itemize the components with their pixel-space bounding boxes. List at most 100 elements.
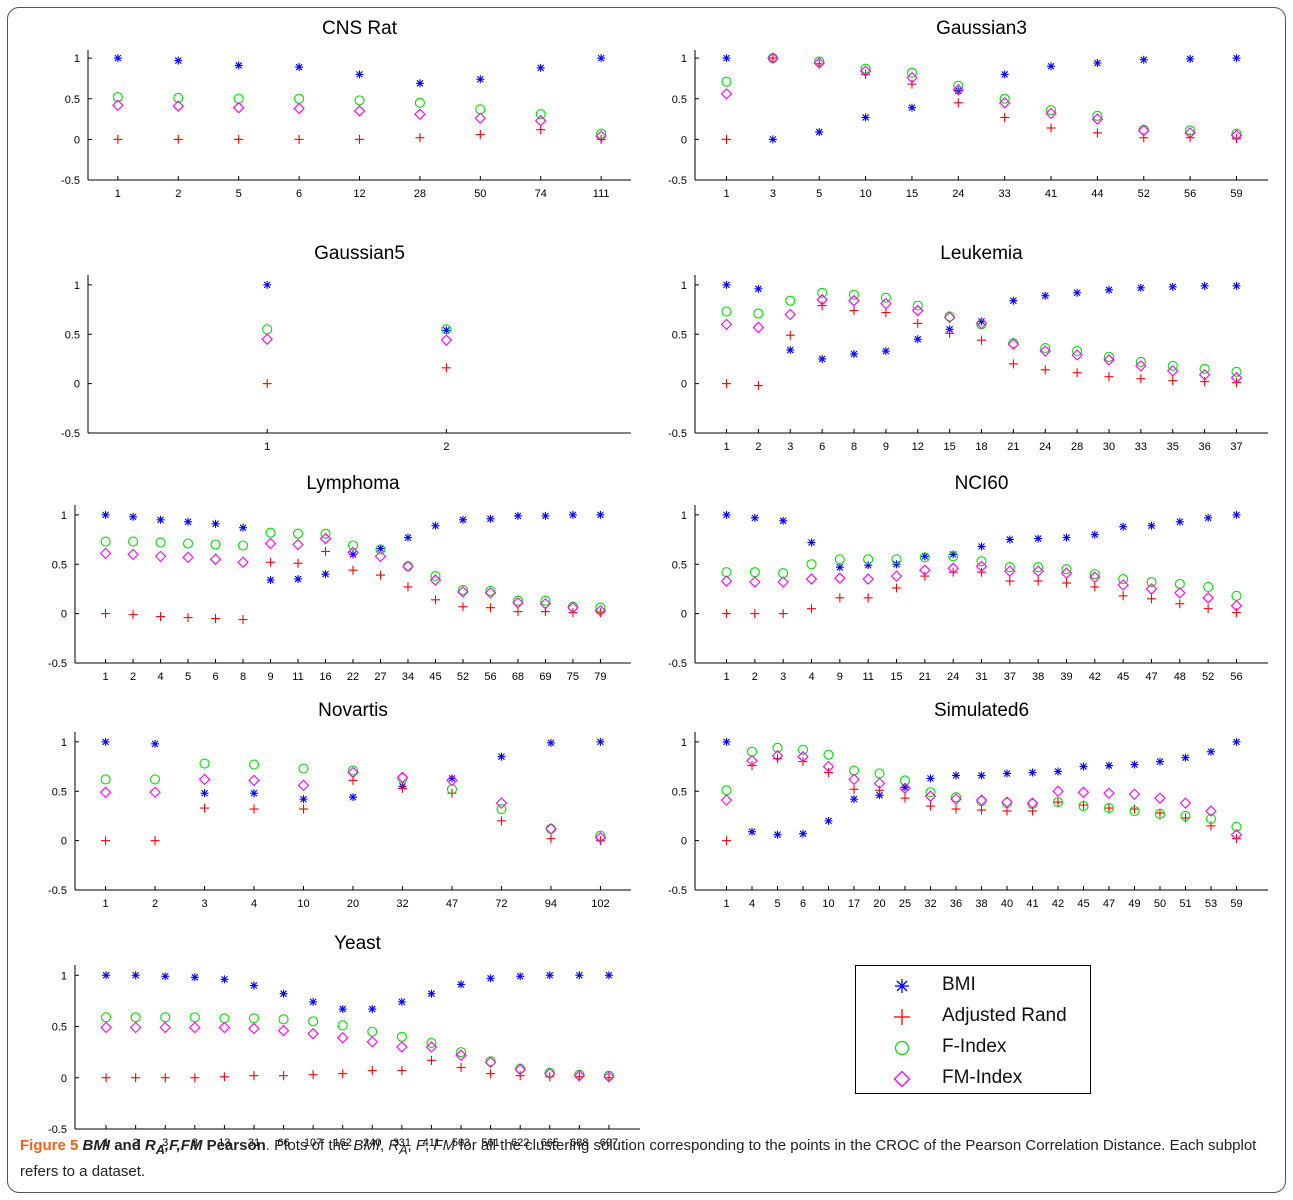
subplot-gaussian5: -0.5 0 0.5 1 1 2 Gaussian5 — [61, 243, 631, 453]
point-adjusted-rand — [977, 805, 986, 815]
x-tick-label: 51 — [1179, 898, 1191, 910]
point-f-index — [426, 1037, 437, 1048]
point-adjusted-rand — [604, 1073, 614, 1083]
point-bmi — [113, 54, 122, 63]
point-fm-index — [859, 65, 872, 77]
x-tick-label: 18 — [975, 441, 987, 453]
point-fm-index — [943, 311, 956, 324]
point-f-index — [347, 540, 359, 551]
y-tick-label: 1 — [74, 280, 80, 292]
point-f-index — [976, 556, 987, 567]
x-tick-label: 56 — [1184, 188, 1196, 200]
point-fm-index — [1202, 592, 1214, 604]
point-bmi — [1090, 530, 1099, 539]
x-tick-label: 24 — [947, 671, 959, 683]
x-tick-label: 1 — [723, 441, 729, 453]
y-tick-label: 0 — [61, 836, 67, 848]
point-f-index — [199, 758, 210, 769]
point-bmi — [754, 284, 763, 293]
point-fm-index — [1145, 583, 1158, 595]
point-adjusted-rand — [722, 836, 732, 846]
x-tick-label: 40 — [1001, 898, 1013, 910]
x-tick-label: 4 — [808, 671, 814, 683]
point-adjusted-rand — [596, 134, 606, 144]
x-tick-label: 2 — [752, 671, 758, 683]
point-bmi — [786, 346, 795, 355]
point-bmi — [249, 981, 258, 990]
x-tick-label: 31 — [975, 671, 987, 683]
point-bmi — [1047, 62, 1056, 71]
point-bmi — [722, 54, 731, 63]
point-adjusted-rand — [926, 801, 936, 811]
point-bmi — [321, 570, 330, 579]
point-fm-index — [797, 750, 809, 763]
x-tick-label: 9 — [883, 441, 889, 453]
point-fm-index — [374, 550, 387, 563]
x-tick-label: 2 — [133, 1137, 139, 1149]
point-f-index — [1033, 562, 1044, 573]
x-tick-label: 5 — [816, 188, 822, 200]
point-bmi — [1041, 291, 1050, 300]
point-adjusted-rand — [173, 134, 183, 144]
point-fm-index — [848, 773, 860, 786]
point-adjusted-rand — [348, 565, 358, 575]
y-tick-label: 0.5 — [672, 559, 687, 571]
x-tick-label: 15 — [944, 441, 956, 453]
point-bmi — [1053, 767, 1062, 776]
x-tick-label: 13 — [218, 1137, 230, 1149]
point-f-index — [337, 1020, 348, 1031]
point-bmi — [835, 563, 844, 572]
point-fm-index — [455, 1049, 467, 1061]
point-adjusted-rand — [150, 836, 160, 846]
point-fm-index — [720, 318, 733, 331]
x-tick-label: 6 — [800, 898, 806, 910]
point-fm-index — [446, 774, 458, 787]
x-tick-label: 59 — [1230, 898, 1242, 910]
y-tick-label: 0.5 — [672, 786, 687, 798]
point-f-index — [899, 775, 911, 786]
point-adjusted-rand — [835, 593, 845, 603]
point-f-index — [100, 774, 111, 785]
point-f-index — [880, 292, 891, 303]
asterisk-marker-icon — [895, 979, 909, 993]
legend-entry-f-index: F-Index — [856, 1034, 1092, 1064]
point-adjusted-rand — [249, 804, 259, 814]
x-tick-label: 16 — [319, 671, 331, 683]
point-bmi — [403, 533, 412, 542]
point-fm-index — [1117, 579, 1129, 591]
point-adjusted-rand — [1206, 821, 1216, 831]
y-tick-label: 0 — [61, 1073, 67, 1085]
point-adjusted-rand — [1136, 374, 1146, 384]
point-f-index — [785, 295, 796, 306]
point-adjusted-rand — [397, 1066, 407, 1076]
point-f-index — [292, 528, 304, 539]
point-bmi — [952, 771, 961, 780]
point-fm-index — [264, 537, 277, 550]
point-fm-index — [539, 597, 552, 610]
point-bmi — [850, 795, 859, 804]
x-tick-label: 331 — [393, 1137, 411, 1149]
point-fm-index — [353, 105, 366, 117]
point-fm-index — [880, 297, 892, 310]
point-bmi — [1232, 510, 1241, 519]
point-bmi — [1062, 533, 1071, 542]
point-f-index — [1052, 797, 1064, 808]
point-fm-index — [720, 794, 733, 806]
x-tick-label: 107 — [304, 1137, 322, 1149]
diamond-marker-icon — [893, 1070, 911, 1088]
point-bmi — [1232, 281, 1241, 290]
point-adjusted-rand — [892, 583, 902, 593]
point-bmi — [920, 552, 929, 561]
point-fm-index — [777, 576, 789, 588]
x-tick-label: 1 — [723, 898, 729, 910]
point-f-index — [540, 595, 551, 606]
point-adjusted-rand — [785, 330, 795, 340]
point-fm-index — [1001, 796, 1013, 808]
point-bmi — [881, 347, 890, 356]
point-f-index — [294, 93, 305, 104]
point-fm-index — [1007, 338, 1020, 350]
x-tick-label: 32 — [924, 898, 936, 910]
point-fm-index — [784, 308, 797, 321]
point-fm-index — [834, 572, 846, 584]
point-adjusted-rand — [1061, 578, 1071, 588]
